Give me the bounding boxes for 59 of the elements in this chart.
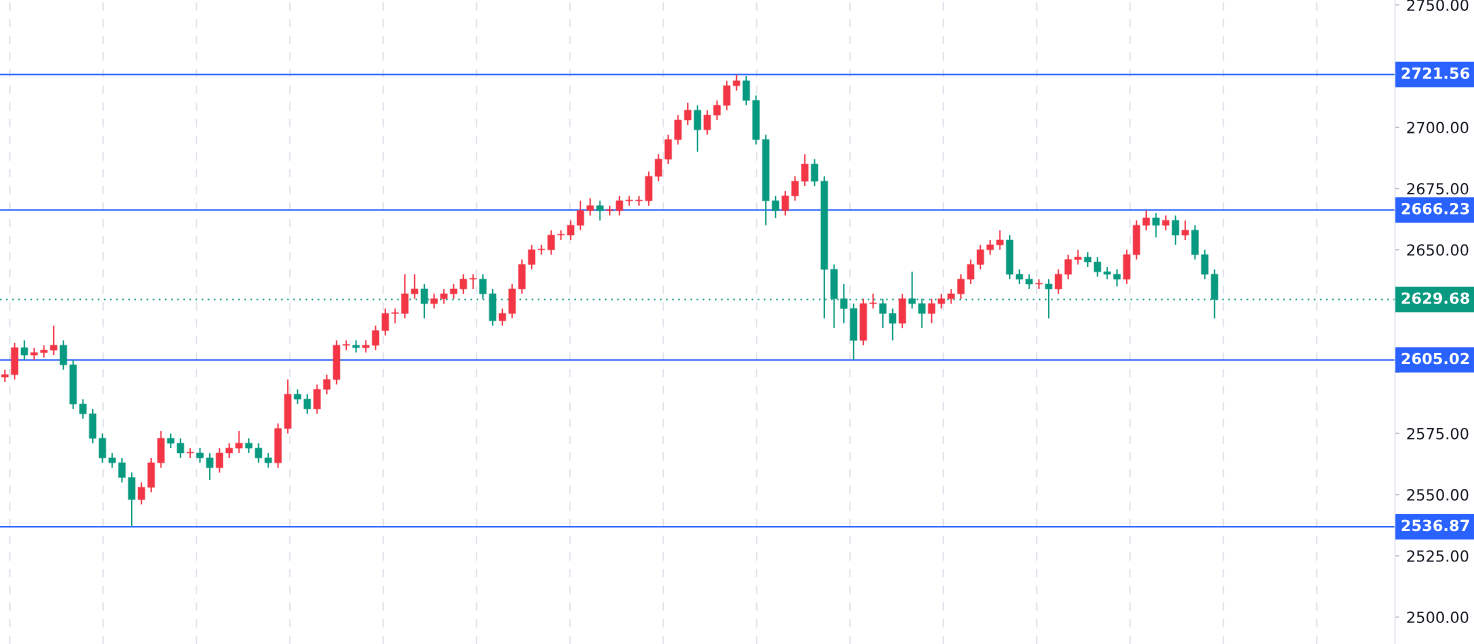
candlestick (801, 153, 809, 187)
ref-line-label: 2666.23 (1401, 202, 1469, 215)
candlestick (118, 457, 126, 484)
candlestick (957, 273, 965, 300)
ref-line-label: 2536.87 (1401, 519, 1469, 532)
candlestick (401, 273, 409, 320)
candlestick (693, 104, 702, 153)
candlestick (352, 339, 360, 354)
y-tick-label: 2650.00 (1407, 244, 1469, 256)
candlestick (703, 109, 711, 136)
y-tick-label: 2525.00 (1407, 550, 1469, 562)
candlestick (410, 273, 419, 300)
y-tick-label: 2575.00 (1407, 427, 1469, 440)
ref-line-label: 2629.68 (1401, 292, 1470, 304)
y-tick-label: 2700.00 (1407, 121, 1469, 134)
candlestick (947, 288, 955, 305)
y-tick-label: 2500.00 (1407, 611, 1469, 624)
candlestick (635, 195, 643, 207)
candlestick (206, 452, 214, 481)
candlestick (1074, 249, 1082, 266)
candlestick (40, 344, 48, 359)
candlestick (440, 288, 448, 305)
candlestick (20, 339, 29, 361)
candlestick (781, 190, 789, 217)
candlestick (674, 114, 682, 146)
candlestick (557, 229, 565, 241)
candlestick (986, 239, 994, 256)
candlestick (1035, 278, 1043, 290)
candlestick (888, 307, 897, 342)
candlestick (869, 293, 877, 310)
candlestick (791, 175, 799, 202)
candlestick (684, 102, 692, 126)
candlestick (596, 200, 604, 222)
candlestick (59, 339, 68, 371)
candlestick (742, 75, 750, 106)
candlestick (108, 452, 116, 469)
candlestick (469, 273, 477, 290)
candlestick (547, 229, 555, 256)
candlestick (50, 324, 58, 356)
y-tick-label: 2750.00 (1407, 0, 1469, 11)
y-tick-label: 2675.00 (1407, 183, 1469, 195)
candlestick (128, 471, 136, 528)
candlestick (1, 369, 9, 383)
candlestick (1171, 214, 1180, 246)
candlestick (996, 229, 1004, 251)
candlestick (30, 347, 38, 361)
ref-line-label: 2721.56 (1401, 67, 1470, 79)
candlestick (79, 398, 87, 420)
candlestick (1152, 212, 1160, 239)
y-tick-label: 2550.00 (1407, 489, 1469, 501)
candlestick (713, 99, 721, 121)
candlestick (362, 339, 370, 354)
candlestick (235, 430, 243, 454)
candlestick (430, 293, 438, 310)
candlestick (313, 383, 321, 415)
candlestick (1181, 219, 1189, 241)
candlestick (391, 307, 399, 324)
candlestick (1113, 268, 1121, 288)
ref-line-label: 2605.02 (1401, 352, 1469, 365)
